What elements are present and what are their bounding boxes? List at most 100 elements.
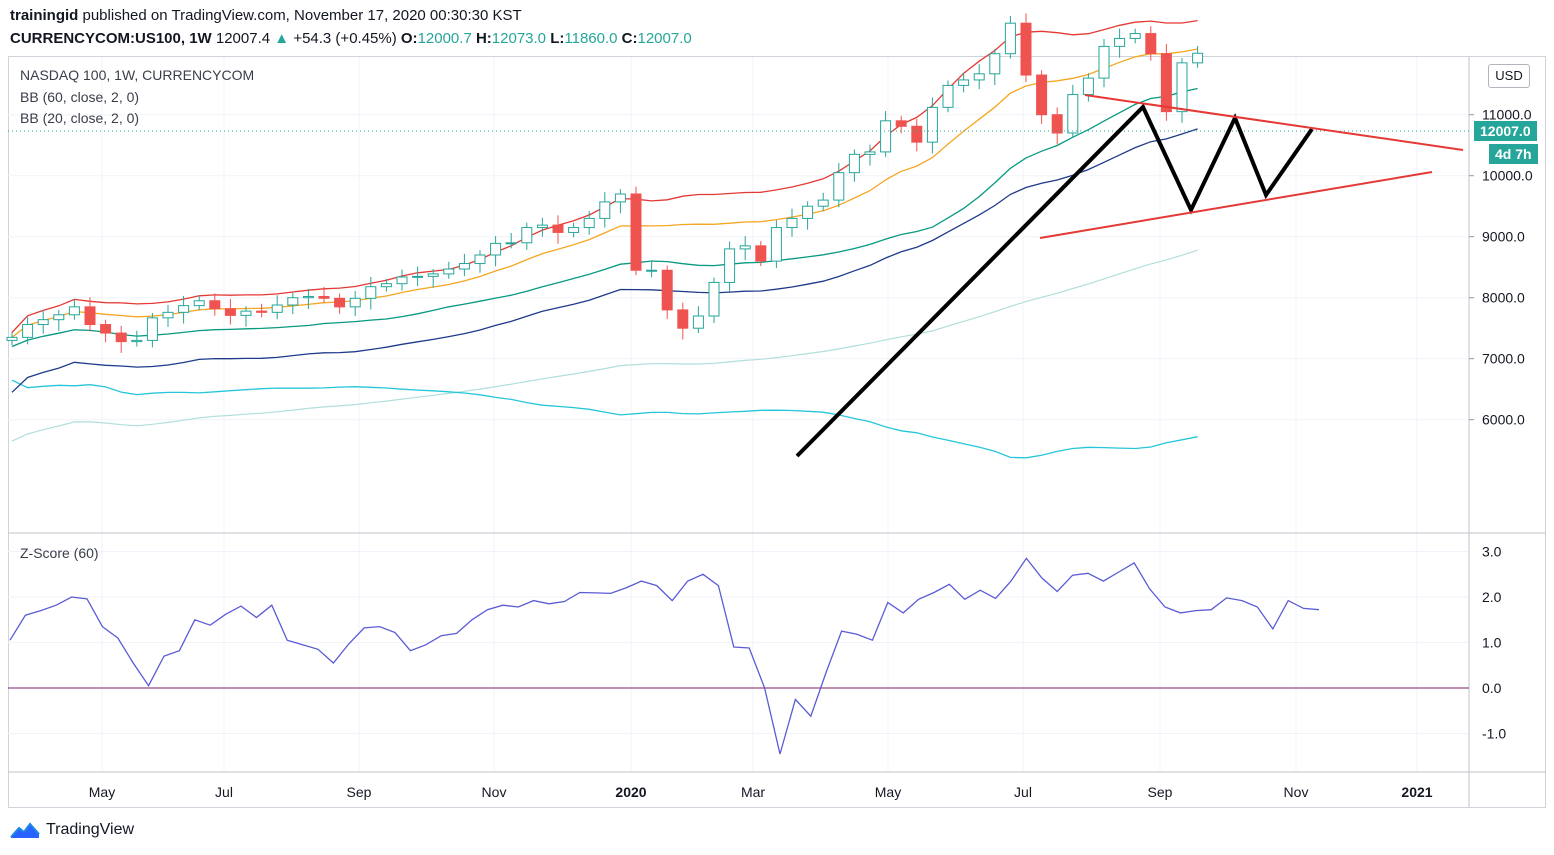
open-value: 12000.7 — [417, 30, 472, 47]
bullish-candle — [365, 286, 377, 299]
price-tick-label: 6000.0 — [1482, 412, 1525, 428]
bearish-candle — [911, 125, 923, 143]
bullish-candle — [131, 339, 143, 343]
bearish-candle — [895, 120, 907, 127]
bearish-candle — [1020, 22, 1032, 76]
bearish-candle — [1036, 74, 1048, 116]
bullish-candle — [724, 248, 736, 283]
bearish-candle — [1160, 53, 1172, 113]
bullish-candle — [349, 297, 361, 308]
bullish-candle — [68, 306, 80, 316]
bullish-candle — [146, 317, 158, 341]
bearish-candle — [115, 332, 127, 343]
bb60-lower-line — [11, 379, 1198, 459]
bearish-candle — [661, 269, 673, 311]
chart-frame — [8, 56, 1546, 808]
bullish-candle — [864, 151, 876, 155]
bullish-candle — [692, 315, 704, 329]
bearish-candle — [318, 295, 330, 299]
tradingview-logo[interactable]: TradingView — [10, 820, 134, 840]
bullish-candle — [193, 300, 205, 307]
up-arrow-icon: ▲ — [274, 30, 290, 47]
price-tick-label: 7000.0 — [1482, 351, 1525, 367]
time-label: May — [89, 784, 115, 800]
bearish-candle — [84, 306, 96, 326]
bullish-candle — [443, 268, 455, 275]
bb20-basis-line — [11, 48, 1198, 338]
bullish-candle — [926, 106, 938, 143]
z-tick-label: 0.0 — [1482, 680, 1502, 696]
bullish-candle — [1098, 45, 1110, 79]
symbol-info: CURRENCYCOM:US100, 1W 12007.4 ▲ +54.3 (+… — [10, 30, 692, 47]
time-label: Mar — [741, 784, 765, 800]
bullish-candle — [53, 314, 65, 321]
countdown-badge: 4d 7h — [1489, 144, 1538, 164]
z-tick-label: 1.0 — [1482, 635, 1502, 651]
price-tick-label: 10000.0 — [1482, 168, 1533, 184]
bullish-candle — [240, 310, 252, 316]
bullish-candle — [271, 304, 283, 313]
bullish-candle — [942, 84, 954, 108]
time-label: Jul — [215, 784, 233, 800]
bullish-candle — [958, 79, 970, 86]
low-label: L: — [550, 30, 565, 47]
bullish-candle — [505, 242, 517, 245]
time-label: May — [875, 784, 901, 800]
bullish-candle — [1082, 77, 1094, 96]
time-label: Sep — [1148, 784, 1173, 800]
time-label: Jul — [1014, 784, 1032, 800]
author-name[interactable]: trainingid — [10, 7, 79, 24]
bullish-candle — [302, 295, 314, 299]
triangle-lower-line — [1039, 171, 1433, 239]
bearish-candle — [677, 309, 689, 329]
bullish-candle — [1129, 33, 1141, 39]
bullish-candle — [178, 305, 190, 313]
price-tick-label: 9000.0 — [1482, 229, 1525, 245]
bullish-candle — [6, 336, 18, 341]
time-label: Nov — [482, 784, 507, 800]
bullish-candle — [536, 224, 548, 229]
zscore-line — [9, 557, 1320, 755]
bearish-candle — [209, 300, 221, 310]
bullish-candle — [848, 153, 860, 174]
publish-info: trainingid published on TradingView.com,… — [10, 7, 522, 24]
bullish-candle — [162, 311, 174, 319]
bullish-candle — [1067, 94, 1079, 134]
symbol-name: CURRENCYCOM:US100, 1W — [10, 30, 212, 47]
footer-brand: TradingView — [46, 821, 135, 838]
close-value: 12007.0 — [637, 30, 692, 47]
bullish-candle — [458, 263, 470, 270]
high-value: 12073.0 — [491, 30, 547, 47]
high-label: H: — [475, 30, 492, 47]
bullish-candle — [1004, 22, 1016, 55]
currency-selector[interactable]: USD — [1488, 64, 1530, 88]
bearish-candle — [1145, 33, 1157, 55]
bullish-candle — [1176, 62, 1188, 113]
open-label: O: — [400, 30, 418, 47]
z-tick-label: 2.0 — [1482, 589, 1502, 605]
time-label: Nov — [1284, 784, 1309, 800]
bullish-candle — [786, 217, 798, 229]
sma-light-line — [11, 249, 1198, 442]
low-value: 11860.0 — [564, 30, 618, 47]
bb60-legend: BB (60, close, 2, 0) — [20, 89, 140, 105]
bullish-candle — [802, 205, 814, 219]
bearish-candle — [1051, 114, 1063, 134]
bullish-candle — [474, 254, 486, 265]
bullish-candle — [614, 193, 626, 203]
bullish-candle — [287, 297, 299, 306]
time-label: Sep — [347, 784, 372, 800]
time-label: 2020 — [615, 784, 646, 800]
chart-title: NASDAQ 100, 1W, CURRENCYCOM — [20, 67, 255, 83]
price-change: +54.3 (+0.45%) — [293, 30, 397, 47]
z-tick-label: -1.0 — [1482, 726, 1506, 742]
bullish-candle — [880, 120, 892, 153]
bullish-candle — [490, 242, 502, 256]
bullish-candle — [22, 324, 34, 338]
bullish-candle — [817, 199, 829, 207]
trend-pattern-line — [795, 103, 1314, 458]
last-price-badge: 12007.0 — [1474, 121, 1537, 141]
bb60-basis-line — [11, 87, 1198, 348]
bullish-candle — [568, 227, 580, 233]
